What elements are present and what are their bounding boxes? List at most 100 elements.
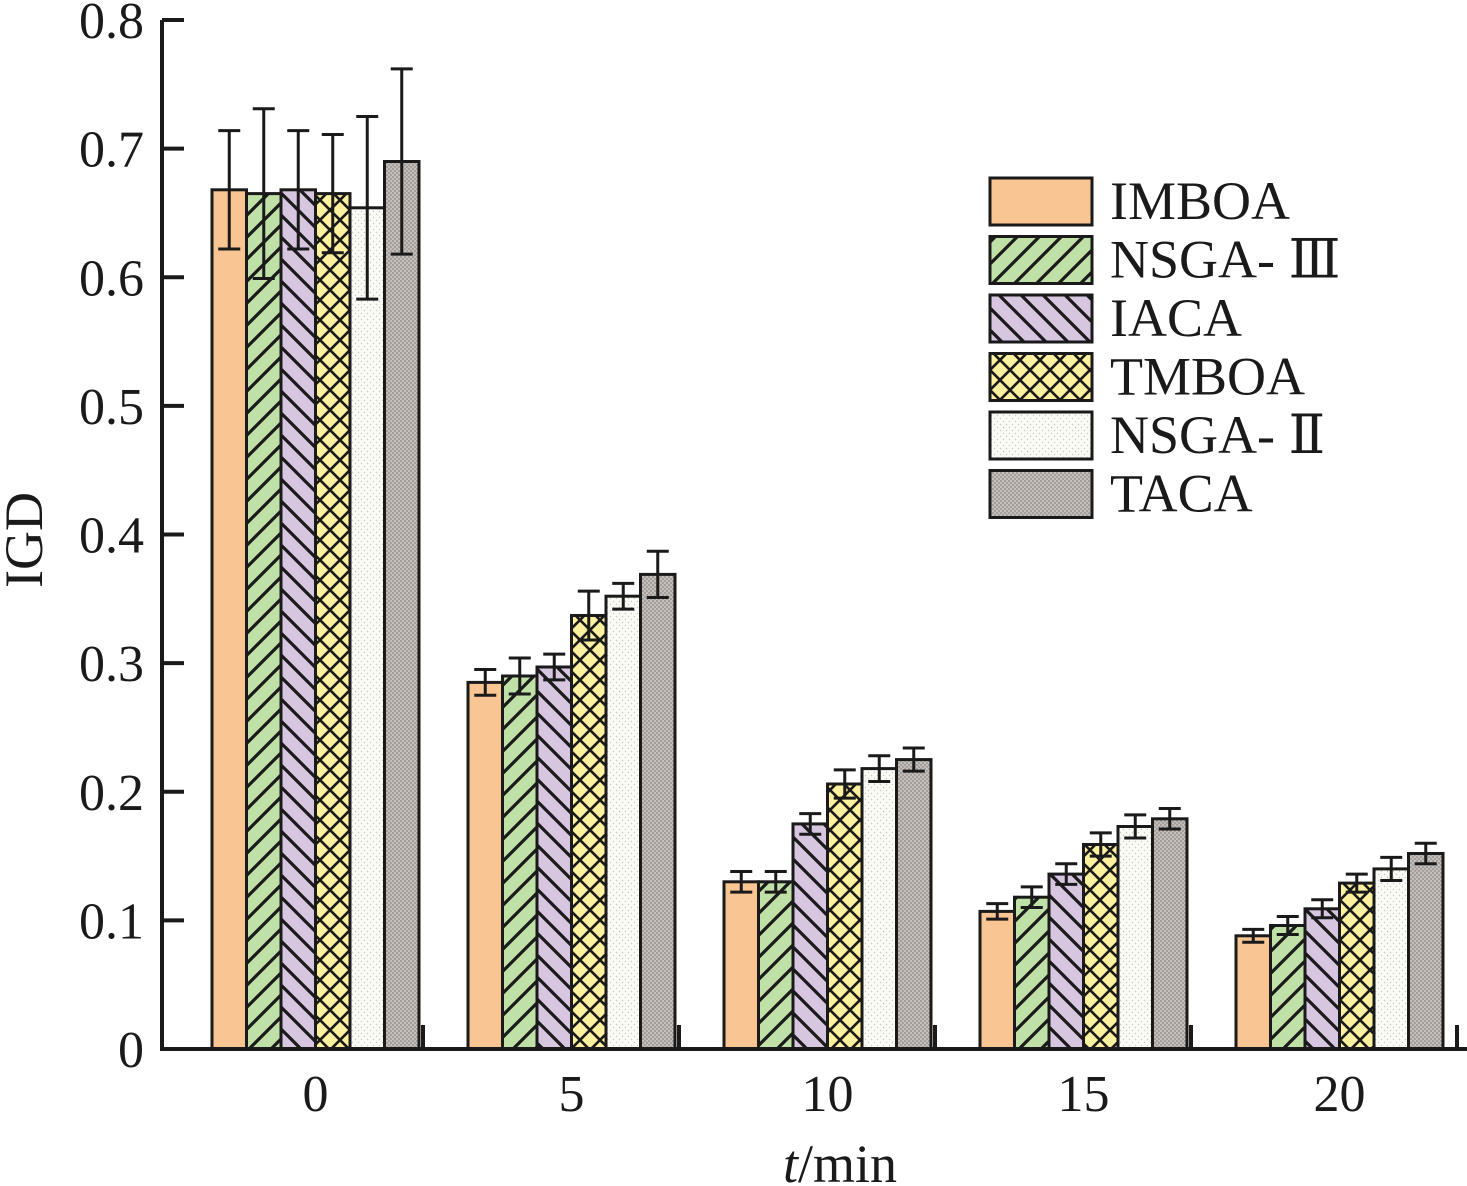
error-bar-taca-0 bbox=[390, 67, 413, 256]
legend-swatch bbox=[988, 410, 1094, 461]
error-bar-iaca-0 bbox=[287, 129, 310, 251]
bar-nsga-5 bbox=[604, 594, 642, 1051]
x-tick-label: 5 bbox=[559, 1066, 585, 1123]
error-bars-layer bbox=[218, 67, 1437, 944]
bar-tmboa-5 bbox=[570, 614, 608, 1051]
legend-item: NSGA- Ⅱ bbox=[988, 405, 1325, 465]
bar-nsga-20 bbox=[1372, 867, 1410, 1051]
bar-iaca-20 bbox=[1303, 907, 1341, 1051]
error-bar-nsga-15 bbox=[1124, 813, 1147, 840]
error-bar-imboa-15 bbox=[986, 902, 1009, 921]
error-bar-nsga-20 bbox=[1380, 855, 1403, 883]
error-bar-taca-15 bbox=[1158, 806, 1181, 831]
x-tick-label: 20 bbox=[1314, 1066, 1366, 1123]
bar-imboa-0 bbox=[210, 188, 248, 1051]
bar-iaca-15 bbox=[1047, 872, 1085, 1051]
error-bar-iaca-10 bbox=[799, 812, 822, 836]
bar-nsga-15 bbox=[1116, 825, 1154, 1051]
error-bar-imboa-20 bbox=[1242, 927, 1265, 944]
legend-swatch bbox=[988, 352, 1094, 402]
error-bar-iaca-15 bbox=[1055, 862, 1078, 886]
y-tick-label: 0.1 bbox=[79, 893, 144, 950]
bar-iaca-0 bbox=[279, 188, 317, 1051]
bar-taca-10 bbox=[895, 758, 933, 1051]
bar-tmboa-0 bbox=[314, 192, 352, 1051]
bar-imboa-15 bbox=[978, 909, 1016, 1051]
error-bar-nsga-20 bbox=[1276, 915, 1299, 937]
error-bar-tmboa-15 bbox=[1089, 831, 1112, 858]
y-tick-label: 0.3 bbox=[79, 636, 144, 693]
bar-nsga-15 bbox=[1013, 895, 1051, 1051]
error-bar-tmboa-0 bbox=[321, 132, 344, 255]
bar-taca-5 bbox=[639, 572, 677, 1051]
y-tick-label: 0.6 bbox=[79, 250, 144, 307]
legend-label: TMBOA bbox=[1110, 347, 1305, 407]
legend-label: IMBOA bbox=[1110, 171, 1290, 231]
bar-iaca-10 bbox=[791, 822, 829, 1051]
bar-nsga-0 bbox=[348, 206, 386, 1051]
legend-swatch bbox=[988, 293, 1094, 344]
legend-item: IACA bbox=[988, 288, 1242, 348]
bar-taca-0 bbox=[383, 160, 421, 1051]
legend-label: NSGA- Ⅱ bbox=[1110, 405, 1325, 465]
error-bar-nsga-0 bbox=[252, 107, 275, 281]
legend-item: TACA bbox=[988, 464, 1253, 524]
error-bar-imboa-5 bbox=[474, 668, 497, 697]
error-bar-iaca-5 bbox=[543, 652, 566, 682]
x-tick-label: 10 bbox=[802, 1066, 854, 1123]
error-bar-tmboa-10 bbox=[833, 768, 856, 800]
bar-taca-20 bbox=[1407, 852, 1445, 1051]
error-bar-nsga-10 bbox=[868, 754, 891, 783]
legend-swatch bbox=[988, 235, 1094, 285]
y-axis-title: IGD bbox=[0, 492, 54, 588]
error-bar-nsga-15 bbox=[1020, 885, 1043, 910]
error-bar-iaca-20 bbox=[1311, 898, 1334, 920]
y-tick-label: 0.5 bbox=[79, 379, 144, 436]
y-tick-label: 0.4 bbox=[79, 508, 144, 565]
legend-label: NSGA- Ⅲ bbox=[1110, 230, 1341, 290]
error-bar-nsga-5 bbox=[612, 581, 635, 611]
error-bar-imboa-0 bbox=[218, 129, 241, 251]
bar-iaca-5 bbox=[535, 665, 573, 1051]
legend-item: NSGA- Ⅲ bbox=[988, 230, 1341, 290]
x-axis-title-italic: t bbox=[783, 1134, 800, 1186]
bar-tmboa-10 bbox=[826, 782, 864, 1051]
x-tick-label: 15 bbox=[1058, 1066, 1110, 1123]
legend-item: IMBOA bbox=[988, 171, 1290, 231]
legend-swatch bbox=[988, 176, 1094, 227]
legend-swatch bbox=[988, 469, 1094, 519]
legend-item: TMBOA bbox=[988, 347, 1305, 407]
bar-imboa-10 bbox=[722, 880, 760, 1051]
bar-nsga-5 bbox=[501, 674, 539, 1051]
bar-taca-15 bbox=[1151, 817, 1189, 1051]
bar-nsga-10 bbox=[860, 767, 898, 1051]
y-tick-label: 0.8 bbox=[79, 0, 144, 50]
error-bar-tmboa-5 bbox=[577, 589, 600, 642]
error-bar-nsga-5 bbox=[508, 656, 531, 696]
error-bar-tmboa-20 bbox=[1345, 872, 1368, 894]
error-bar-imboa-10 bbox=[730, 869, 753, 894]
legend-label: TACA bbox=[1110, 464, 1253, 524]
bar-nsga-20 bbox=[1269, 924, 1307, 1051]
x-axis-title-unit: /min bbox=[798, 1134, 897, 1186]
error-bar-taca-5 bbox=[646, 549, 669, 600]
bar-imboa-5 bbox=[466, 680, 504, 1051]
legend-label: IACA bbox=[1110, 288, 1242, 348]
bar-nsga-10 bbox=[757, 880, 795, 1051]
bar-imboa-20 bbox=[1234, 934, 1272, 1051]
bar-tmboa-20 bbox=[1338, 881, 1376, 1051]
error-bar-nsga-0 bbox=[356, 114, 379, 301]
error-bar-taca-10 bbox=[902, 746, 925, 773]
error-bar-taca-20 bbox=[1414, 841, 1437, 866]
bar-tmboa-15 bbox=[1082, 843, 1120, 1051]
x-axis-title: t/min bbox=[783, 1134, 897, 1186]
y-tick-label: 0.7 bbox=[79, 122, 144, 179]
error-bar-nsga-10 bbox=[764, 869, 787, 894]
y-tick-label: 0 bbox=[118, 1022, 144, 1079]
bars-layer bbox=[210, 160, 1445, 1051]
x-tick-label: 0 bbox=[303, 1066, 329, 1123]
